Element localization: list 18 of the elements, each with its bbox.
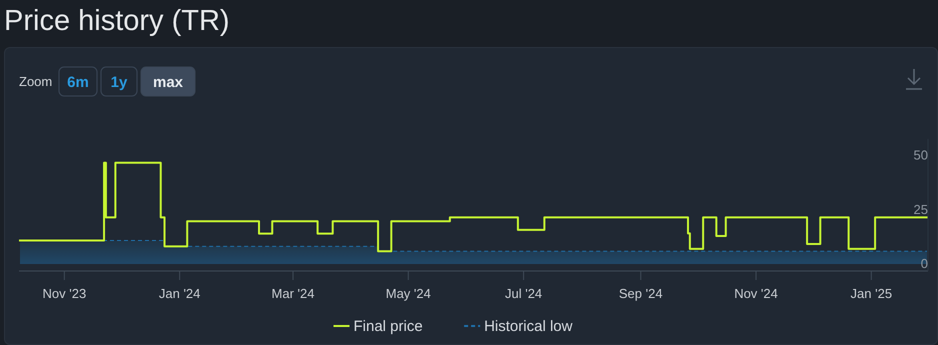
y-tick-label: 25: [914, 202, 928, 217]
text: max: [152, 74, 184, 91]
x-tick-label: Nov '23: [42, 286, 86, 301]
legend-label: Historical low: [484, 318, 573, 335]
chart-title: Price history (TR): [4, 5, 230, 37]
text: 6m: [67, 74, 89, 91]
text: 1y: [110, 74, 128, 91]
x-tick-label: May '24: [386, 286, 431, 301]
legend-label: Final price: [354, 318, 423, 335]
x-tick-label: Jan '24: [158, 286, 200, 301]
text: Zoom: [19, 74, 52, 89]
x-tick-label: Nov '24: [734, 286, 778, 301]
x-tick-label: Jan '25: [850, 286, 892, 301]
y-tick-label: 50: [914, 148, 928, 163]
y-tick-label: 0: [920, 256, 928, 271]
x-tick-label: Mar '24: [272, 286, 314, 301]
x-tick-label: Sep '24: [618, 286, 663, 301]
x-tick-label: Jul '24: [504, 286, 542, 301]
